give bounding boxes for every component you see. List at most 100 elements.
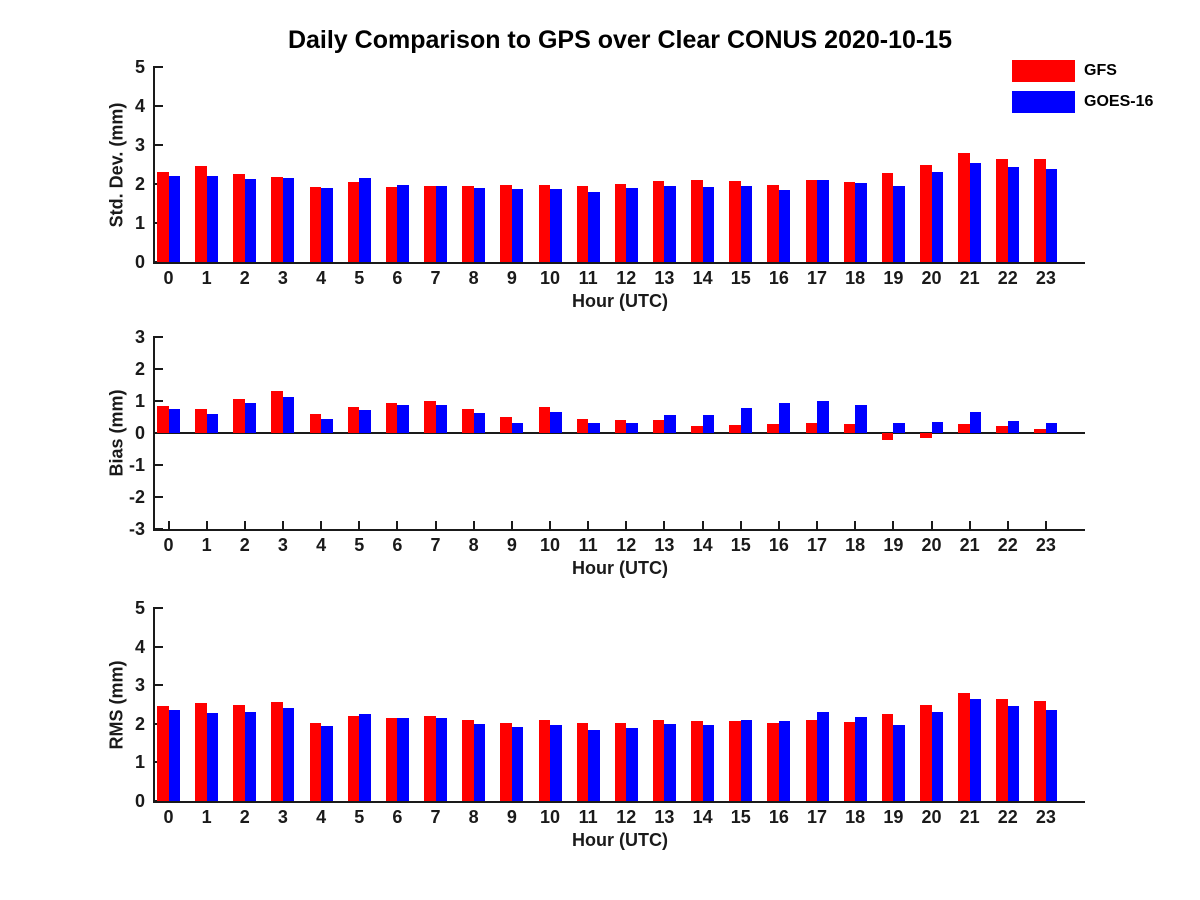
zero-line: [155, 432, 1085, 434]
bar-goes-16: [473, 723, 486, 801]
bar-gfs: [576, 723, 589, 801]
x-tick: [968, 521, 971, 529]
bar-goes-16: [473, 187, 486, 262]
y-tick: [155, 800, 163, 802]
bar-gfs: [958, 692, 970, 801]
bar-goes-16: [244, 402, 257, 433]
bar-goes-16: [893, 185, 905, 262]
x-tick-label: 12: [616, 268, 637, 288]
bar-gfs: [424, 185, 436, 262]
bar-gfs: [271, 391, 283, 433]
bar-gfs: [500, 185, 512, 262]
x-tick-label: 11: [578, 535, 598, 555]
bar-goes-16: [359, 177, 371, 262]
x-tick-label: 4: [316, 268, 327, 288]
bar-goes-16: [588, 192, 600, 262]
y-tick-label: 1: [134, 213, 145, 233]
x-tick: [510, 521, 513, 529]
bar-gfs: [462, 409, 474, 433]
bar-gfs: [652, 419, 665, 433]
x-tick-label: 17: [807, 535, 828, 555]
y-tick: [155, 432, 163, 434]
x-tick-label: 7: [430, 268, 441, 288]
bar-goes-16: [817, 401, 829, 433]
bar-gfs: [424, 716, 436, 801]
x-tick-label: 1: [201, 535, 212, 555]
bar-goes-16: [282, 707, 295, 801]
bar-gfs: [347, 407, 360, 433]
x-tick-label: 20: [921, 535, 942, 555]
x-tick-label: 19: [883, 268, 904, 288]
x-tick-label: 15: [730, 807, 751, 827]
x-tick-label: 2: [239, 268, 250, 288]
bar-goes-16: [282, 178, 295, 262]
bar-gfs: [309, 413, 322, 433]
bar-gfs: [614, 419, 627, 433]
bar-goes-16: [664, 415, 676, 433]
bar-goes-16: [1045, 709, 1058, 801]
x-tick-label: 10: [539, 535, 561, 555]
bar-gfs: [958, 423, 970, 433]
x-tick-label: 16: [768, 535, 789, 555]
bar-goes-16: [1007, 420, 1020, 433]
bar-goes-16: [511, 189, 524, 262]
bar-goes-16: [626, 727, 638, 801]
x-tick: [1006, 521, 1009, 529]
bar-goes-16: [435, 404, 448, 433]
bar-gfs: [767, 723, 779, 801]
x-tick-label: 18: [845, 535, 866, 555]
y-tick: [155, 464, 163, 466]
x-axis-line: [153, 262, 1085, 264]
x-tick-label: 17: [807, 268, 828, 288]
bar-gfs: [385, 186, 398, 262]
bar-goes-16: [740, 719, 753, 801]
bar-goes-16: [778, 721, 791, 801]
x-tick: [358, 521, 361, 529]
y-tick-label: -2: [128, 487, 145, 507]
x-tick: [854, 521, 857, 529]
x-tick-label: 16: [768, 268, 789, 288]
bar-goes-16: [168, 408, 180, 433]
x-tick: [205, 521, 208, 529]
bar-gfs: [767, 184, 779, 262]
bar-gfs: [652, 180, 665, 262]
bar-gfs: [691, 721, 703, 801]
bar-gfs: [500, 722, 512, 801]
x-tick-label: 21: [959, 535, 980, 555]
bar-goes-16: [511, 423, 524, 433]
bar-goes-16: [321, 418, 333, 433]
bar-goes-16: [778, 402, 791, 433]
bar-goes-16: [511, 727, 524, 801]
bar-gfs: [843, 424, 856, 433]
bar-gfs: [576, 418, 589, 433]
bar-goes-16: [664, 723, 676, 801]
y-tick-label: 0: [134, 252, 145, 272]
bar-goes-16: [855, 182, 867, 262]
bar-goes-16: [702, 415, 715, 433]
bar-goes-16: [168, 709, 180, 801]
bar-gfs: [157, 405, 169, 433]
bar-gfs: [347, 716, 360, 801]
bar-goes-16: [550, 411, 562, 433]
x-tick-label: 6: [392, 535, 403, 555]
bar-goes-16: [397, 185, 409, 262]
bar-gfs: [462, 185, 474, 262]
x-tick-label: 21: [959, 807, 980, 827]
bar-gfs: [881, 173, 894, 262]
bar-gfs: [1034, 159, 1046, 262]
bar-goes-16: [550, 189, 562, 262]
x-tick: [396, 521, 399, 529]
bar-gfs: [843, 722, 856, 801]
x-tick-label: 5: [354, 807, 365, 827]
y-axis-line: [153, 66, 155, 264]
bar-gfs: [767, 423, 779, 433]
x-tick: [587, 521, 590, 529]
bar-goes-16: [740, 407, 753, 433]
bar-gfs: [157, 706, 169, 801]
y-tick: [155, 105, 163, 107]
bar-gfs: [729, 180, 741, 262]
bar-goes-16: [244, 712, 257, 801]
y-tick-label: -3: [128, 519, 145, 539]
x-tick-label: 2: [239, 535, 250, 555]
bar-goes-16: [778, 189, 791, 262]
